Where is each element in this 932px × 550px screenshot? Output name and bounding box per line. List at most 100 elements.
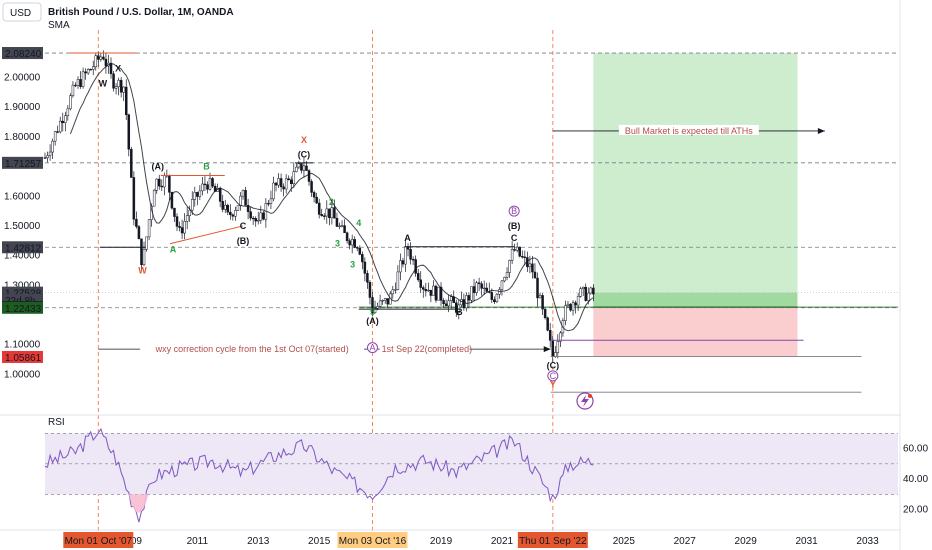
price-tick: 1.90000 [4, 102, 41, 113]
candle-body [587, 292, 590, 301]
candle [157, 174, 161, 190]
candle-body [312, 192, 316, 198]
candle [104, 52, 108, 74]
price-badge-text: 1.05861 [5, 353, 42, 364]
candle-body [221, 201, 224, 210]
sma-line [69, 63, 594, 332]
candle [272, 176, 275, 202]
candle [71, 81, 75, 98]
candle [338, 222, 341, 230]
candle-body [117, 79, 120, 87]
candle-body [302, 165, 306, 171]
candle-body [180, 227, 184, 234]
candle [472, 279, 476, 302]
candle [386, 298, 389, 309]
candle [465, 292, 468, 312]
time-highlight-text: Mon 03 Oct '16 [339, 536, 407, 547]
replay-icon[interactable] [576, 392, 594, 410]
candle [515, 242, 519, 253]
rsi-oversold-fill [128, 494, 149, 513]
price-badge-text: 2.08240 [5, 49, 42, 60]
candle-body [328, 208, 331, 219]
candle-body [356, 247, 359, 249]
candle-body [170, 192, 174, 209]
candle [538, 293, 542, 299]
candle [503, 276, 506, 283]
candle [51, 138, 54, 159]
candle-body [127, 114, 131, 150]
candle [414, 255, 417, 277]
candle [477, 277, 481, 292]
candle [229, 204, 232, 220]
candle-body [269, 198, 273, 204]
time-highlight: Mon 03 Oct '16 [337, 532, 408, 548]
time-highlight: Mon 01 Oct '07 [63, 532, 134, 548]
candle-body [292, 171, 296, 185]
candle-body [523, 256, 527, 258]
candle [231, 213, 235, 221]
candle [422, 285, 425, 298]
candle-body [470, 286, 473, 301]
currency-label: USD [10, 8, 31, 19]
rsi-tick: 60.00 [903, 444, 928, 455]
price-badge-bg [2, 350, 43, 363]
candle-body [554, 352, 557, 357]
candle-body [394, 289, 397, 291]
candle [211, 176, 214, 188]
wave-label-13: 3 [350, 260, 355, 270]
candle-body [381, 300, 384, 302]
candle-body [297, 163, 301, 168]
candle-body [571, 302, 575, 311]
chart-header: USD British Pound / U.S. Dollar, 1M, OAN… [2, 2, 234, 31]
candle [160, 179, 164, 191]
candle [130, 146, 133, 178]
time-tick: 2011 [187, 536, 209, 547]
candle [86, 68, 90, 75]
candle [269, 190, 273, 210]
candle-body [135, 218, 138, 227]
candle-body [330, 207, 334, 219]
candle [94, 52, 98, 71]
candle-body [277, 178, 280, 186]
candle [43, 152, 47, 159]
time-tick: 2015 [308, 536, 331, 547]
candle [566, 301, 570, 309]
candle [137, 225, 141, 240]
indicator-label: SMA [48, 20, 70, 31]
price-tick: 1.00000 [4, 369, 41, 380]
candle [81, 67, 85, 89]
circled-wave-ring [547, 370, 559, 382]
candle [102, 50, 105, 61]
candle-body [188, 209, 191, 216]
candle-body [295, 166, 298, 172]
candle [135, 211, 138, 229]
candle [58, 116, 62, 134]
candle-body [472, 286, 476, 293]
currency-box[interactable] [2, 2, 42, 22]
rsi-tick: 40.00 [903, 474, 928, 485]
wxy-left-bg [140, 343, 365, 354]
candle-body [206, 184, 209, 190]
candle [368, 280, 372, 305]
candle [353, 236, 356, 249]
candle-body [391, 289, 395, 295]
candle-body [335, 217, 339, 227]
candle-body [290, 179, 293, 185]
candle [188, 205, 191, 222]
candle-body [79, 79, 82, 87]
candle [411, 256, 415, 266]
candle [330, 200, 334, 225]
candle-body [490, 292, 494, 300]
candle-body [178, 226, 181, 228]
candle-body [411, 259, 415, 261]
wxy-cycle-note: wxy correction cycle from the 1st Oct 07… [155, 344, 349, 354]
candle-body [566, 303, 570, 306]
candle-body [198, 190, 202, 197]
candle [127, 113, 131, 157]
candle [373, 300, 377, 314]
candle-body [287, 178, 290, 181]
candle [363, 257, 367, 282]
time-tick: 2021 [491, 536, 514, 547]
candle [592, 284, 595, 302]
